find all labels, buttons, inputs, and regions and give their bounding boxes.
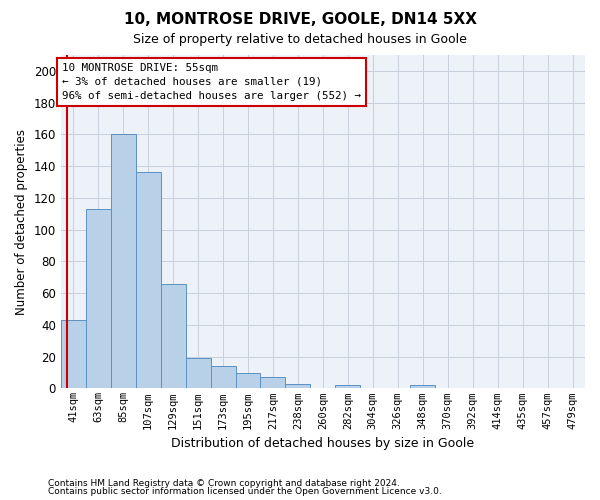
Text: 10 MONTROSE DRIVE: 55sqm
← 3% of detached houses are smaller (19)
96% of semi-de: 10 MONTROSE DRIVE: 55sqm ← 3% of detache…: [62, 63, 361, 101]
Y-axis label: Number of detached properties: Number of detached properties: [15, 128, 28, 314]
Bar: [86, 209, 111, 388]
Bar: [61, 320, 86, 388]
Bar: [185, 358, 211, 388]
Text: 10, MONTROSE DRIVE, GOOLE, DN14 5XX: 10, MONTROSE DRIVE, GOOLE, DN14 5XX: [124, 12, 476, 28]
Bar: [236, 372, 260, 388]
Bar: [260, 378, 286, 388]
Text: Contains public sector information licensed under the Open Government Licence v3: Contains public sector information licen…: [48, 487, 442, 496]
Bar: [136, 172, 161, 388]
Bar: [111, 134, 136, 388]
Text: Contains HM Land Registry data © Crown copyright and database right 2024.: Contains HM Land Registry data © Crown c…: [48, 478, 400, 488]
Bar: [161, 284, 185, 389]
Bar: [410, 385, 435, 388]
Bar: [335, 385, 361, 388]
Bar: [211, 366, 236, 388]
Bar: [286, 384, 310, 388]
X-axis label: Distribution of detached houses by size in Goole: Distribution of detached houses by size …: [172, 437, 475, 450]
Text: Size of property relative to detached houses in Goole: Size of property relative to detached ho…: [133, 32, 467, 46]
